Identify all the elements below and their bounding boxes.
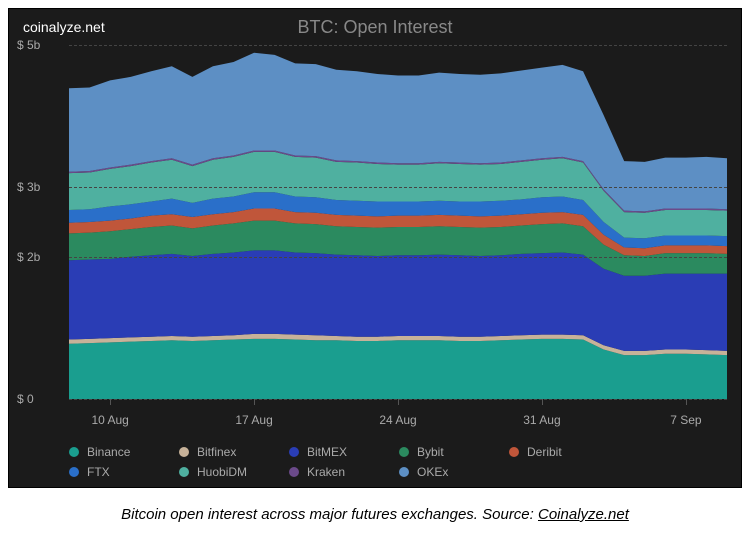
caption-link[interactable]: Coinalyze.net xyxy=(538,506,629,523)
legend-item-bybit[interactable]: Bybit xyxy=(399,445,509,459)
legend-swatch xyxy=(179,447,189,457)
x-tick xyxy=(254,399,255,405)
gridline xyxy=(69,257,727,258)
legend-swatch xyxy=(509,447,519,457)
x-tick xyxy=(686,399,687,405)
watermark: coinalyze.net xyxy=(23,19,105,35)
x-tick xyxy=(542,399,543,405)
legend: Binance Bitfinex BitMEX Bybit Deribit FTX Huob… xyxy=(69,445,727,479)
x-axis-label: 24 Aug xyxy=(379,413,416,427)
chart-container: coinalyze.net BTC: Open Interest $ 0$ 2b… xyxy=(8,8,742,488)
x-tick xyxy=(398,399,399,405)
legend-label: Kraken xyxy=(307,465,345,479)
legend-item-binance[interactable]: Binance xyxy=(69,445,179,459)
legend-item-okex[interactable]: OKEx xyxy=(399,465,509,479)
legend-label: Deribit xyxy=(527,445,562,459)
legend-item-bitmex[interactable]: BitMEX xyxy=(289,445,399,459)
gridline xyxy=(69,45,727,46)
legend-label: Bitfinex xyxy=(197,445,236,459)
gridline xyxy=(69,187,727,188)
chart-title: BTC: Open Interest xyxy=(9,17,741,38)
x-axis-label: 17 Aug xyxy=(235,413,272,427)
legend-item-kraken[interactable]: Kraken xyxy=(289,465,399,479)
x-tick xyxy=(110,399,111,405)
legend-label: Binance xyxy=(87,445,130,459)
y-axis-label: $ 0 xyxy=(17,392,34,406)
legend-swatch xyxy=(179,467,189,477)
legend-label: FTX xyxy=(87,465,110,479)
legend-swatch xyxy=(399,447,409,457)
legend-swatch xyxy=(69,467,79,477)
caption-text: Bitcoin open interest across major futur… xyxy=(121,506,538,523)
legend-label: BitMEX xyxy=(307,445,347,459)
legend-label: HuobiDM xyxy=(197,465,247,479)
caption: Bitcoin open interest across major futur… xyxy=(8,506,742,523)
legend-label: OKEx xyxy=(417,465,448,479)
x-axis-label: 31 Aug xyxy=(523,413,560,427)
legend-item-bitfinex[interactable]: Bitfinex xyxy=(179,445,289,459)
legend-swatch xyxy=(289,467,299,477)
legend-swatch xyxy=(399,467,409,477)
x-axis-label: 10 Aug xyxy=(91,413,128,427)
y-axis-label: $ 3b xyxy=(17,180,40,194)
legend-swatch xyxy=(69,447,79,457)
legend-item-ftx[interactable]: FTX xyxy=(69,465,179,479)
y-axis-label: $ 2b xyxy=(17,250,40,264)
legend-item-huobidm[interactable]: HuobiDM xyxy=(179,465,289,479)
legend-label: Bybit xyxy=(417,445,444,459)
stacked-area-svg xyxy=(69,45,727,399)
plot-area: $ 0$ 2b$ 3b$ 5b10 Aug17 Aug24 Aug31 Aug7… xyxy=(69,45,727,399)
legend-item-deribit[interactable]: Deribit xyxy=(509,445,619,459)
x-axis-label: 7 Sep xyxy=(670,413,701,427)
y-axis-label: $ 5b xyxy=(17,38,40,52)
legend-swatch xyxy=(289,447,299,457)
